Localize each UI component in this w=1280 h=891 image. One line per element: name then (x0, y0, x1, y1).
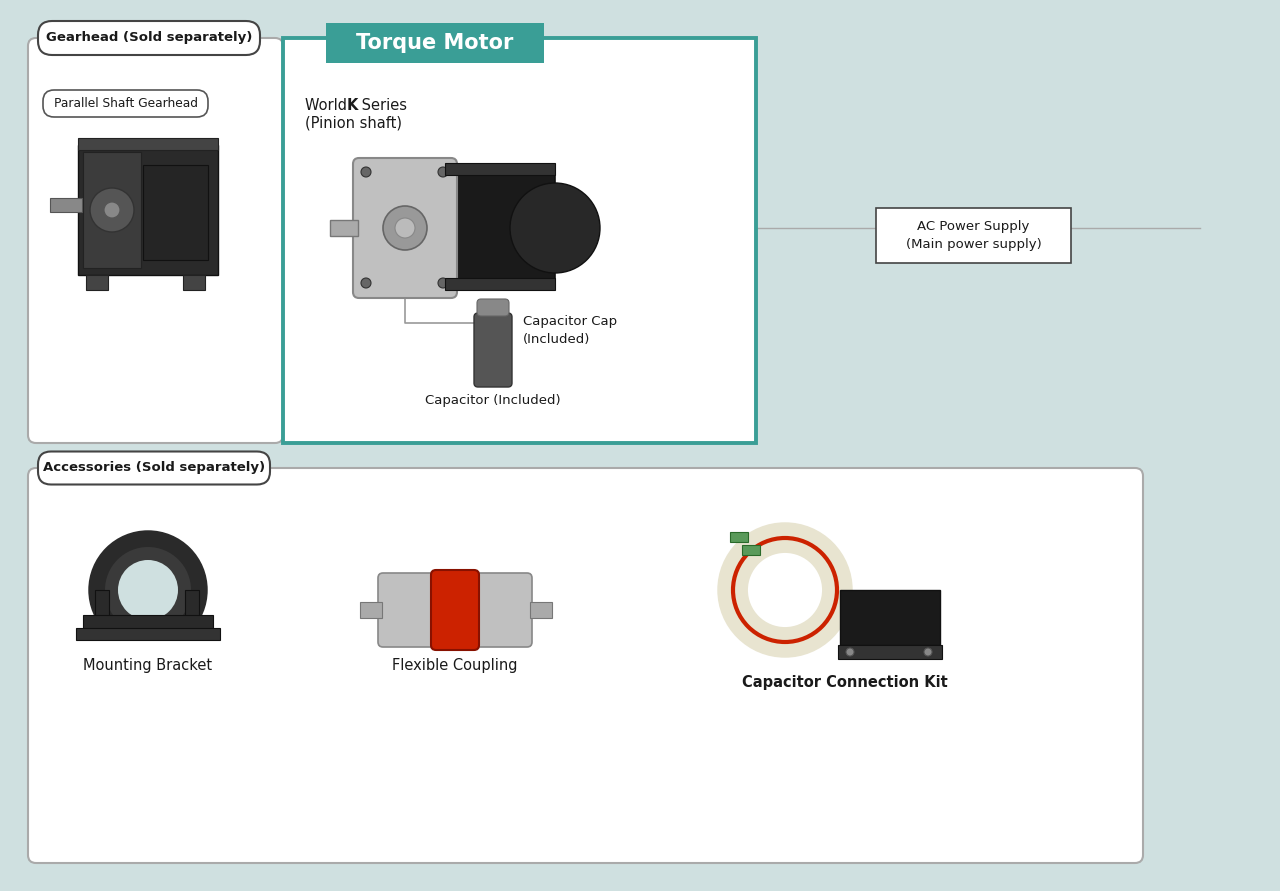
Bar (360, 602, 381, 618)
Circle shape (438, 167, 448, 177)
Circle shape (361, 167, 371, 177)
FancyBboxPatch shape (474, 313, 512, 387)
FancyBboxPatch shape (474, 573, 532, 647)
Text: Mounting Bracket: Mounting Bracket (83, 658, 212, 673)
Circle shape (383, 206, 428, 250)
Bar (838, 645, 942, 659)
Text: AC Power Supply
(Main power supply): AC Power Supply (Main power supply) (906, 220, 1042, 251)
Bar (840, 590, 940, 645)
Text: Flexible Coupling: Flexible Coupling (392, 658, 517, 673)
Bar (83, 615, 212, 629)
Circle shape (509, 183, 600, 273)
Text: Gearhead (Sold separately): Gearhead (Sold separately) (46, 31, 252, 45)
Bar (86, 275, 108, 290)
Bar (330, 220, 358, 236)
Bar (742, 545, 760, 555)
Bar (95, 590, 109, 640)
Bar (183, 275, 205, 290)
FancyBboxPatch shape (477, 299, 509, 316)
FancyBboxPatch shape (378, 573, 436, 647)
Text: World: World (305, 98, 352, 113)
FancyBboxPatch shape (353, 158, 457, 298)
Bar (326, 23, 544, 63)
Bar (88, 618, 207, 658)
Circle shape (438, 278, 448, 288)
Text: (Pinion shaft): (Pinion shaft) (305, 116, 402, 131)
FancyBboxPatch shape (28, 38, 283, 443)
Bar (283, 38, 756, 443)
Bar (50, 198, 82, 212)
FancyBboxPatch shape (38, 452, 270, 485)
Text: K: K (347, 98, 358, 113)
Bar (730, 532, 748, 542)
FancyBboxPatch shape (28, 468, 1143, 863)
Text: Capacitor Connection Kit: Capacitor Connection Kit (742, 675, 948, 690)
Text: Series: Series (357, 98, 407, 113)
Bar (445, 168, 556, 288)
Text: Torque Motor: Torque Motor (356, 33, 513, 53)
Text: Parallel Shaft Gearhead: Parallel Shaft Gearhead (54, 97, 197, 110)
Circle shape (105, 547, 191, 633)
Circle shape (846, 648, 854, 656)
Bar (83, 152, 141, 268)
Circle shape (118, 560, 178, 620)
FancyBboxPatch shape (44, 90, 207, 117)
Text: Capacitor (Included): Capacitor (Included) (425, 394, 561, 407)
Bar (445, 278, 556, 290)
Circle shape (104, 202, 120, 218)
Bar (530, 602, 552, 618)
Text: Accessories (Sold separately): Accessories (Sold separately) (44, 462, 265, 475)
Bar (445, 163, 556, 175)
Circle shape (90, 188, 134, 232)
Bar (186, 590, 198, 640)
Bar (143, 165, 207, 260)
Bar (76, 628, 220, 640)
Text: Capacitor Cap
(Included): Capacitor Cap (Included) (524, 315, 617, 346)
Circle shape (396, 218, 415, 238)
Circle shape (361, 278, 371, 288)
Bar (78, 138, 218, 150)
FancyBboxPatch shape (431, 570, 479, 650)
FancyBboxPatch shape (38, 21, 260, 55)
Bar (876, 208, 1071, 263)
Bar (78, 145, 218, 275)
Circle shape (924, 648, 932, 656)
